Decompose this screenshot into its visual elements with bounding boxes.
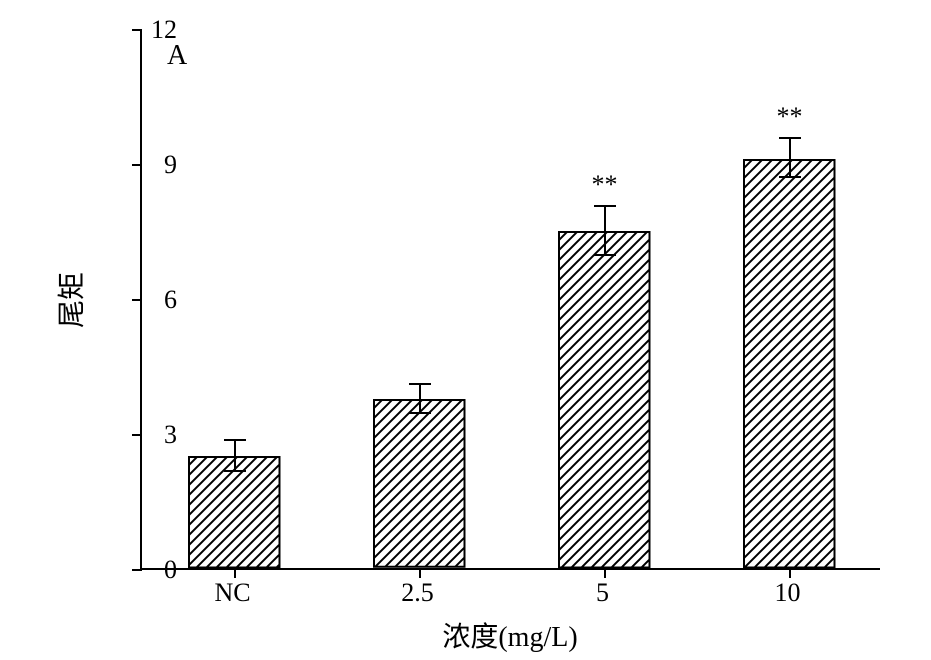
x-tick [789, 568, 791, 578]
panel-label: A [167, 40, 187, 72]
x-tick-label-1: 2.5 [401, 578, 434, 608]
y-tick [132, 299, 142, 301]
error-cap [409, 383, 431, 385]
x-axis-title: 浓度(mg/L) [442, 615, 577, 655]
bar [373, 399, 466, 568]
x-tick-label-3: 10 [775, 578, 801, 608]
y-tick [132, 569, 142, 571]
x-tick-label-0: NC [214, 578, 250, 608]
y-tick [132, 164, 142, 166]
x-tick-label-2: 5 [596, 578, 609, 608]
chart-container: 尾矩 浓度(mg/L) 0 3 6 9 12 NC 2.5 5 10 A ***… [0, 0, 931, 660]
error-cap [594, 254, 616, 256]
plot-area: A ** ** [140, 30, 880, 570]
x-tick [604, 568, 606, 578]
error-cap [594, 205, 616, 207]
y-tick [132, 434, 142, 436]
error-bar [604, 206, 606, 256]
error-cap [409, 412, 431, 414]
error-cap [779, 137, 801, 139]
error-bar [789, 138, 791, 176]
x-tick [234, 568, 236, 578]
error-cap [224, 470, 246, 472]
y-axis-title: 尾矩 [50, 272, 90, 328]
bar [743, 159, 836, 569]
error-bar [419, 384, 421, 413]
x-tick [419, 568, 421, 578]
bar [188, 456, 281, 569]
significance-marker: ** [592, 170, 618, 200]
bar [558, 231, 651, 569]
error-cap [224, 439, 246, 441]
y-tick [132, 29, 142, 31]
error-cap [779, 176, 801, 178]
error-bar [234, 440, 236, 472]
significance-marker: ** [777, 102, 803, 132]
